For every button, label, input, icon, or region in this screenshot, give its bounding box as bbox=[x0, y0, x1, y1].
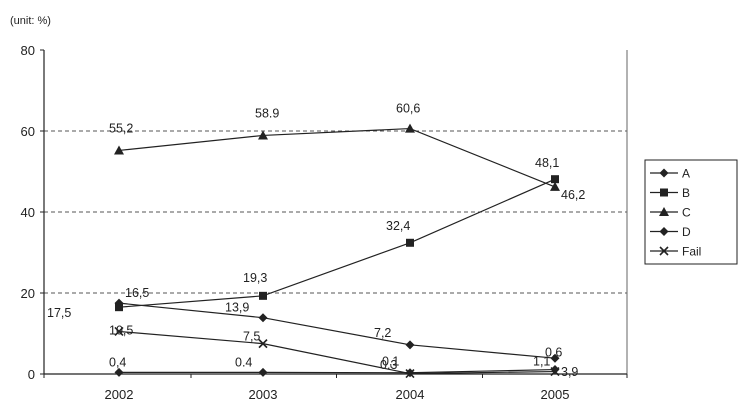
series-lines bbox=[118, 127, 556, 375]
data-point-c bbox=[550, 181, 560, 191]
legend-label-fail: Fail bbox=[682, 245, 701, 259]
data-point-d bbox=[550, 353, 560, 363]
legend-label-a: A bbox=[682, 167, 690, 181]
data-point-d bbox=[405, 340, 415, 350]
data-label-d: 17,5 bbox=[47, 306, 71, 320]
data-point-b bbox=[406, 238, 414, 247]
x-tick-label: 2002 bbox=[105, 387, 134, 402]
data-point-a bbox=[114, 367, 124, 377]
legend-label-c: C bbox=[682, 206, 691, 220]
data-label-b: 48,1 bbox=[535, 156, 559, 170]
legend-marker-c bbox=[659, 207, 669, 216]
data-point-c bbox=[405, 123, 415, 133]
data-label-fail: 7,5 bbox=[243, 330, 260, 344]
x-tick-label: 2003 bbox=[249, 387, 278, 402]
y-tick-labels: 0 20 40 60 80 bbox=[21, 43, 44, 382]
series-line-b bbox=[118, 178, 556, 308]
data-label-a: 0.4 bbox=[235, 355, 252, 369]
y-tick-label: 20 bbox=[21, 286, 35, 301]
legend-marker-a bbox=[659, 168, 669, 178]
series-markers bbox=[114, 123, 560, 379]
legend-marker-fail bbox=[659, 246, 669, 256]
series-line-d bbox=[118, 302, 556, 359]
data-label-c: 55,2 bbox=[109, 121, 133, 135]
data-label-d: 7,2 bbox=[374, 326, 391, 340]
data-label-fail: 10,5 bbox=[109, 323, 133, 337]
x-tick-label: 2005 bbox=[541, 387, 570, 402]
data-point-d bbox=[114, 298, 124, 308]
y-tick-label: 40 bbox=[21, 205, 35, 220]
data-label-d: 13,9 bbox=[225, 301, 249, 315]
data-point-d bbox=[258, 313, 268, 323]
data-point-fail bbox=[258, 339, 268, 349]
y-tick-label: 0 bbox=[28, 367, 35, 382]
data-label-b: 19,3 bbox=[243, 271, 267, 285]
data-point-fail bbox=[550, 367, 560, 377]
legend-label-d: D bbox=[682, 225, 691, 239]
data-label-b: 16,5 bbox=[125, 286, 149, 300]
series-line-a bbox=[119, 368, 556, 374]
data-point-b bbox=[551, 175, 559, 184]
legend-marker-b bbox=[660, 188, 668, 197]
data-point-b bbox=[259, 291, 267, 300]
legend-marker-d bbox=[659, 227, 669, 236]
data-label-a: 0.3 bbox=[380, 358, 397, 372]
data-point-fail bbox=[114, 326, 124, 337]
x-tick-labels: 2002 2003 2004 2005 bbox=[43, 374, 628, 402]
x-tick-label: 2004 bbox=[396, 387, 425, 402]
data-label-fail: 0,6 bbox=[545, 346, 562, 360]
data-point-c bbox=[114, 145, 124, 155]
y-tick-label: 80 bbox=[21, 43, 35, 58]
data-label-a: 0,4 bbox=[109, 355, 126, 369]
data-label-c: 46,2 bbox=[561, 188, 585, 202]
data-label-c: 58.9 bbox=[255, 106, 279, 120]
grid-lines bbox=[44, 50, 628, 374]
data-label-a: 1,1 bbox=[533, 355, 550, 369]
data-point-c bbox=[258, 130, 268, 140]
data-label-b: 32,4 bbox=[386, 219, 410, 233]
legend-label-b: B bbox=[682, 186, 690, 200]
unit-label: (unit: %) bbox=[10, 15, 51, 27]
data-label-c: 60,6 bbox=[396, 102, 420, 116]
data-labels: 0,4 0.4 0.3 1,1 16,5 19,3 32,4 48,1 55,2 58.9 60,6… bbox=[47, 102, 585, 380]
series-line-c bbox=[118, 127, 556, 188]
data-point-a bbox=[550, 365, 560, 375]
y-tick-label: 60 bbox=[21, 124, 35, 139]
data-label-fail: 0,1 bbox=[382, 355, 399, 369]
data-point-a bbox=[258, 367, 268, 377]
data-point-fail bbox=[405, 369, 415, 379]
data-label-d: 3,9 bbox=[561, 365, 578, 379]
series-line-fail bbox=[118, 330, 556, 375]
